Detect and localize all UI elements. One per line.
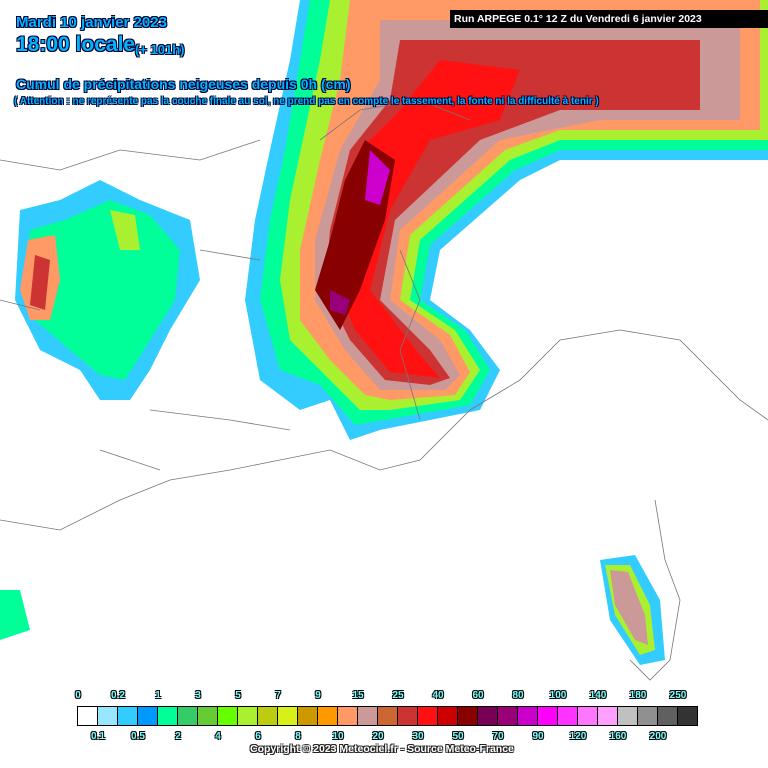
legend-label: 0 — [75, 690, 81, 701]
legend-label: 100 — [549, 690, 567, 701]
legend-swatch — [598, 707, 618, 725]
legend-label: 70 — [492, 731, 504, 742]
legend-swatch — [518, 707, 538, 725]
legend-label: 200 — [649, 731, 667, 742]
legend-swatch — [178, 707, 198, 725]
lead-time: (+ 101h) — [135, 42, 185, 57]
legend-swatch — [318, 707, 338, 725]
legend-label: 3 — [195, 690, 201, 701]
legend-label: 140 — [589, 690, 607, 701]
legend-label: 10 — [332, 731, 344, 742]
legend-label: 7 — [275, 690, 281, 701]
legend-swatch — [118, 707, 138, 725]
legend-swatch — [418, 707, 438, 725]
valid-time: 18:00 locale — [16, 33, 136, 56]
legend-swatch — [658, 707, 678, 725]
legend-swatch — [158, 707, 178, 725]
legend-swatch — [358, 707, 378, 725]
legend-label: 40 — [432, 690, 444, 701]
legend-swatch — [458, 707, 478, 725]
legend-swatch — [638, 707, 658, 725]
legend-swatch — [78, 707, 98, 725]
color-legend — [77, 706, 698, 726]
valid-date: Mardi 10 janvier 2023 — [16, 14, 167, 31]
legend-swatch — [398, 707, 418, 725]
legend-label: 160 — [609, 731, 627, 742]
legend-swatch — [218, 707, 238, 725]
legend-swatch — [258, 707, 278, 725]
legend-label: 9 — [315, 690, 321, 701]
legend-swatch — [278, 707, 298, 725]
legend-swatch — [558, 707, 578, 725]
copyright: Copyright © 2023 Meteociel.fr - Source M… — [250, 743, 514, 755]
legend-label: 0.1 — [91, 731, 105, 742]
legend-swatch — [238, 707, 258, 725]
legend-label: 1 — [155, 690, 161, 701]
legend-swatch — [338, 707, 358, 725]
legend-label: 30 — [412, 731, 424, 742]
legend-swatch — [98, 707, 118, 725]
legend-swatch — [538, 707, 558, 725]
legend-label: 4 — [215, 731, 221, 742]
legend-label: 0.2 — [111, 690, 125, 701]
legend-swatch — [378, 707, 398, 725]
legend-swatch — [438, 707, 458, 725]
map-title: Cumul de précipitations neigeuses depuis… — [16, 76, 351, 92]
borders — [0, 99, 768, 681]
legend-label: 250 — [669, 690, 687, 701]
legend-label: 6 — [255, 731, 261, 742]
legend-label: 20 — [372, 731, 384, 742]
legend-label: 0.5 — [131, 731, 145, 742]
legend-label: 180 — [629, 690, 647, 701]
legend-label: 15 — [352, 690, 364, 701]
legend-label: 5 — [235, 690, 241, 701]
legend-label: 80 — [512, 690, 524, 701]
legend-label: 120 — [569, 731, 587, 742]
legend-swatch — [678, 707, 697, 725]
map-warning: ( Attention : ne représente pas la couch… — [14, 96, 599, 107]
snow-field-corsica — [600, 555, 665, 665]
model-run-label: Run ARPEGE 0.1° 12 Z du Vendredi 6 janvi… — [450, 10, 768, 28]
legend-swatch — [478, 707, 498, 725]
legend-label: 60 — [472, 690, 484, 701]
legend-swatch — [298, 707, 318, 725]
snow-field-massif-central — [15, 180, 200, 400]
legend-label: 50 — [452, 731, 464, 742]
legend-label: 90 — [532, 731, 544, 742]
legend-swatch — [198, 707, 218, 725]
legend-swatch — [498, 707, 518, 725]
legend-swatch — [618, 707, 638, 725]
snow-field-pyrenees — [0, 590, 30, 640]
snow-field-alps — [245, 0, 768, 440]
legend-swatch — [578, 707, 598, 725]
legend-swatch — [138, 707, 158, 725]
legend-label: 8 — [295, 731, 301, 742]
legend-label: 2 — [175, 731, 181, 742]
legend-label: 25 — [392, 690, 404, 701]
